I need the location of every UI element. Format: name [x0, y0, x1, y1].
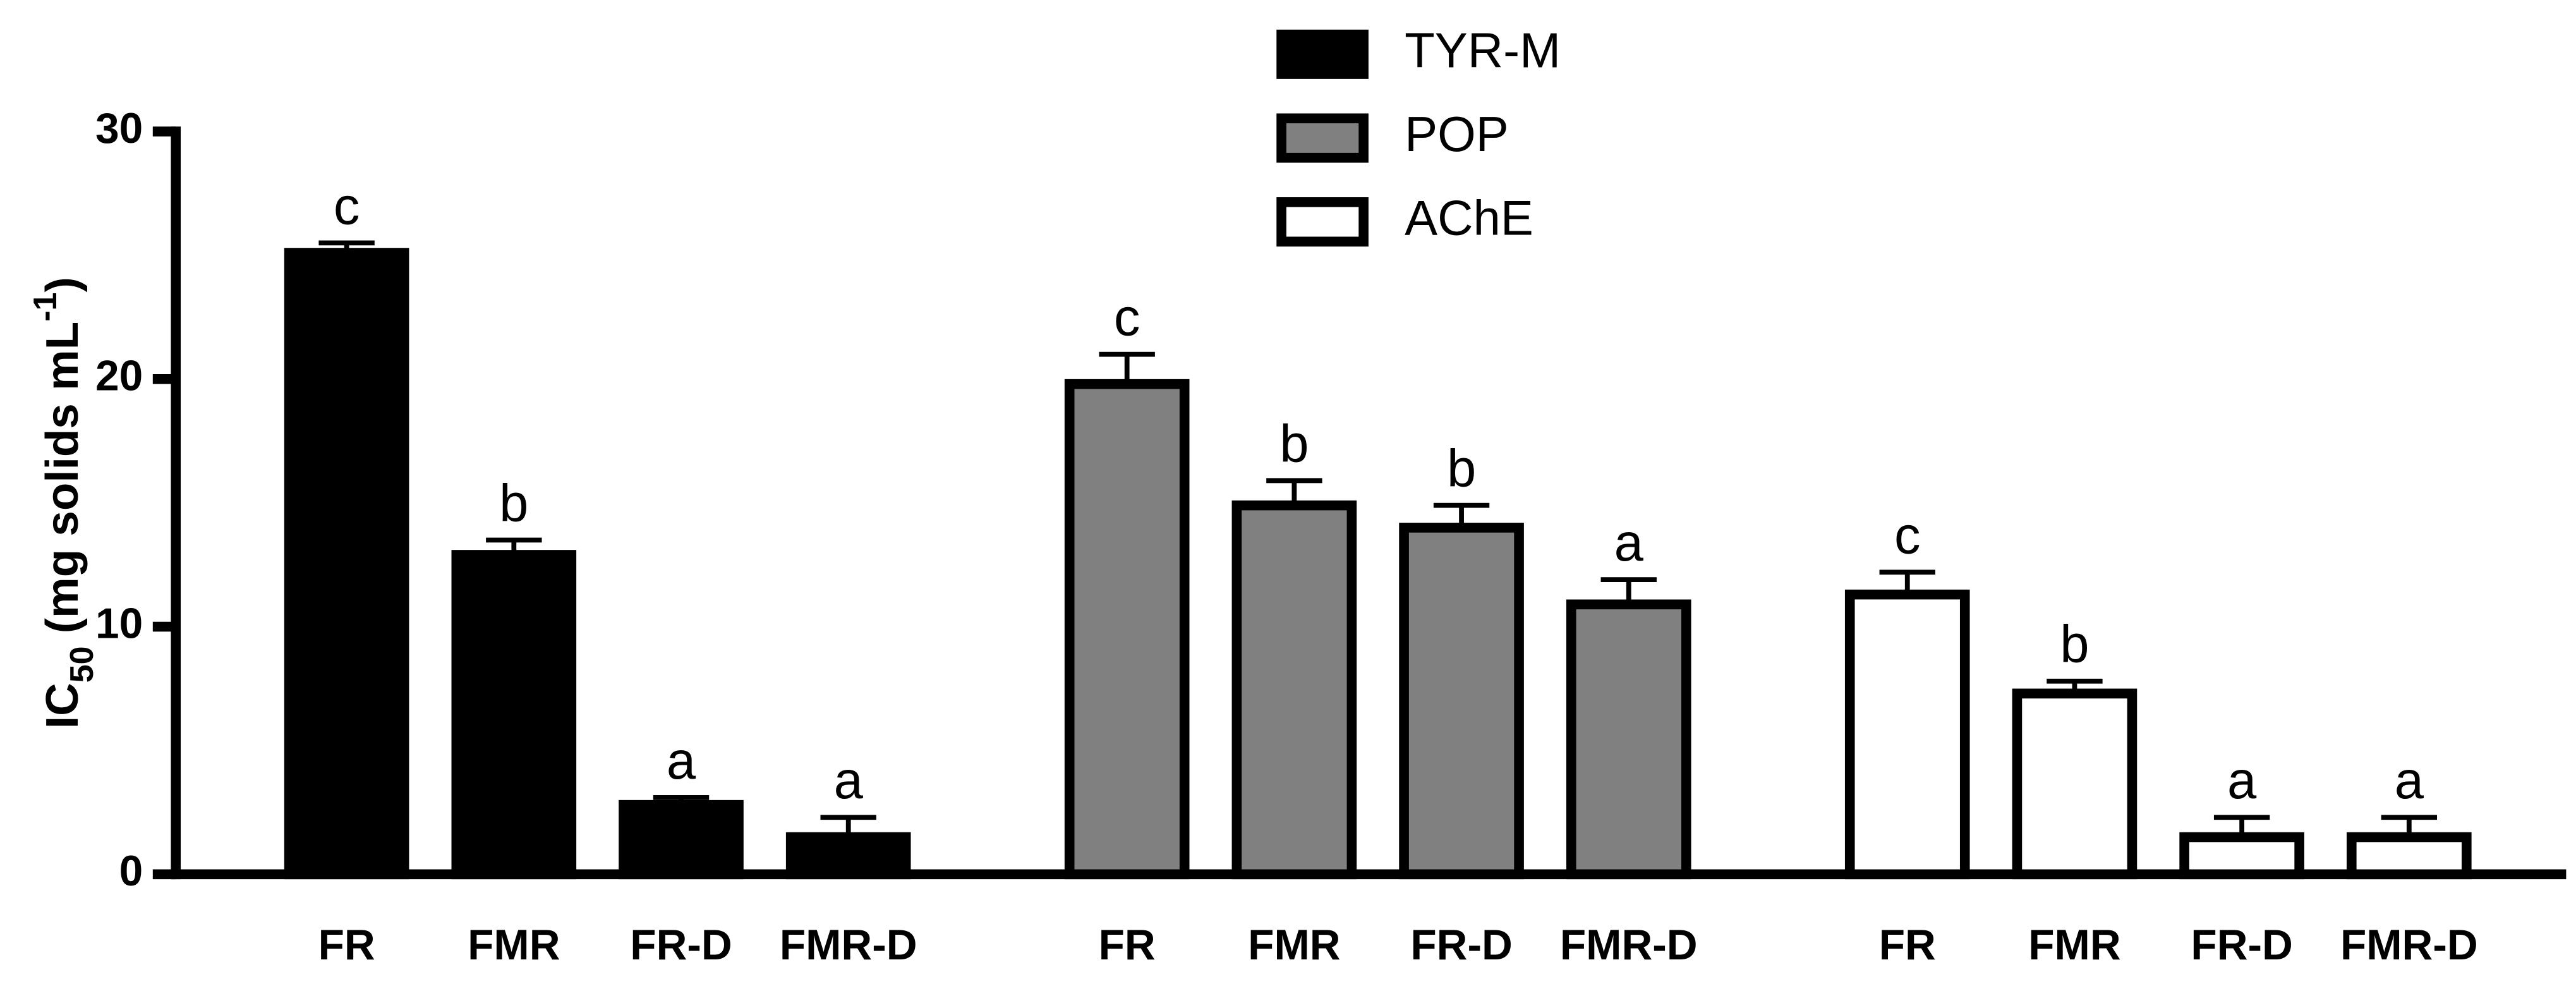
bar	[1844, 589, 1970, 880]
significance-letter: b	[2060, 615, 2089, 674]
y-label-sup: -1	[27, 293, 64, 322]
legend-swatch	[1276, 197, 1369, 247]
y-label-main: IC	[37, 683, 88, 729]
y-tick-label: 0	[119, 848, 143, 895]
significance-letter: c	[334, 176, 360, 235]
legend-swatch	[1276, 113, 1369, 163]
significance-letter: a	[2227, 751, 2257, 810]
x-tick-label: FR-D	[1410, 921, 1512, 969]
y-label-rest: (mg solids mL	[37, 322, 88, 647]
bar	[2347, 832, 2472, 880]
x-tick-label: FR-D	[2191, 921, 2292, 969]
legend-label: TYR-M	[1405, 22, 1561, 78]
significance-letter: b	[499, 473, 528, 532]
y-axis-label: IC50 (mg solids mL-1)	[27, 277, 100, 729]
legend-swatch	[1276, 29, 1369, 79]
x-tick-label: FMR	[468, 921, 560, 969]
y-label-end: )	[37, 277, 88, 292]
y-tick-label: 10	[95, 600, 143, 647]
significance-letter: b	[1279, 414, 1309, 473]
bar	[1231, 500, 1357, 880]
y-tick-label: 20	[95, 353, 143, 400]
x-tick-label: FR	[1879, 921, 1936, 969]
bar	[785, 832, 911, 880]
bar	[2179, 832, 2304, 880]
significance-letter: a	[1614, 513, 1644, 572]
x-tick-label: FMR	[1248, 921, 1340, 969]
significance-letter: a	[834, 751, 864, 810]
bar	[619, 799, 744, 880]
bar	[1566, 599, 1691, 880]
y-tick-label: 30	[95, 105, 143, 152]
legend-label: AChE	[1405, 190, 1533, 246]
x-tick-label: FR	[318, 921, 375, 969]
significance-letter: a	[2395, 751, 2424, 810]
x-tick-label: FR	[1099, 921, 1156, 969]
significance-letter: c	[1114, 288, 1140, 347]
significance-letter: b	[1447, 439, 1476, 498]
x-tick-label: FR-D	[630, 921, 732, 969]
x-tick-label: FMR-D	[780, 921, 917, 969]
legend-label: POP	[1405, 106, 1509, 162]
significance-letter: c	[1894, 506, 1921, 564]
y-label-sub: 50	[64, 646, 100, 683]
bar	[284, 248, 409, 880]
x-tick-label: FMR-D	[1560, 921, 1698, 969]
bar	[2012, 688, 2138, 880]
significance-letter: a	[667, 731, 696, 790]
x-tick-label: FMR-D	[2340, 921, 2478, 969]
bar	[1399, 523, 1524, 880]
bar	[451, 550, 577, 880]
x-tick-label: FMR	[2028, 921, 2120, 969]
bar	[1064, 379, 1190, 880]
